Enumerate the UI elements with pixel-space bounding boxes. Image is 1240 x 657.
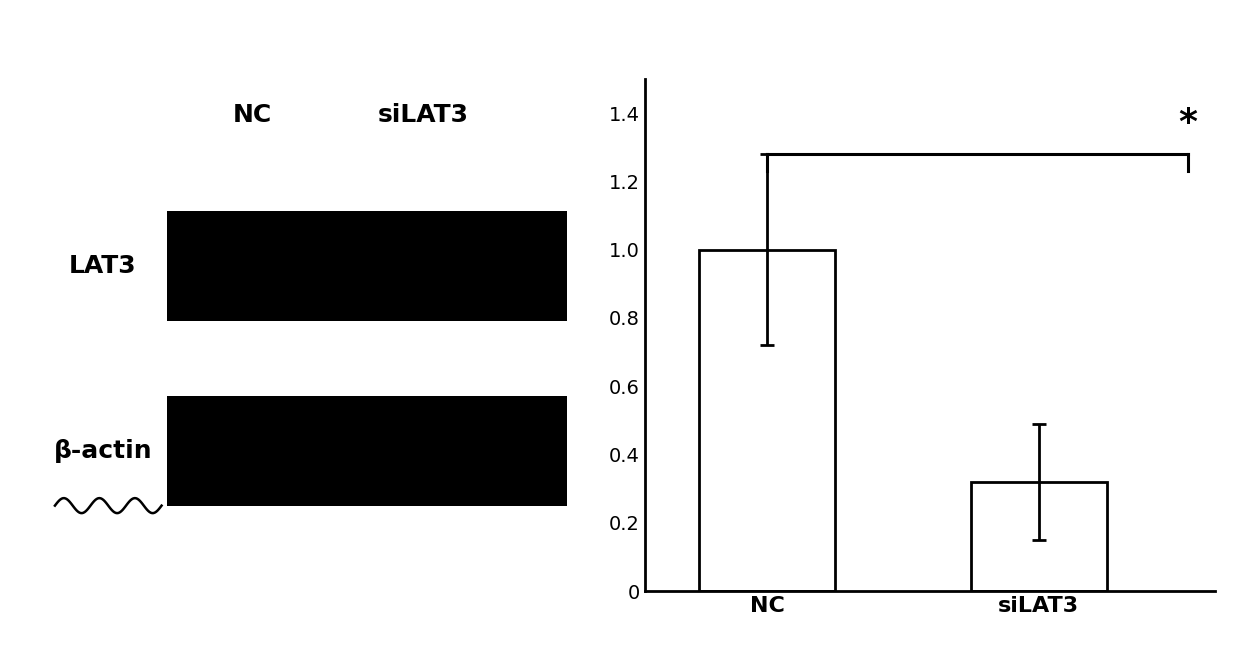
Text: LAT3: LAT3 [69, 254, 136, 278]
Text: *: * [1178, 106, 1198, 141]
Bar [971, 482, 1106, 591]
Bar [699, 250, 835, 591]
Text: NC: NC [233, 103, 272, 127]
Text: β-actin: β-actin [53, 439, 153, 463]
Bar [167, 211, 567, 321]
Text: siLAT3: siLAT3 [377, 103, 469, 127]
Bar [167, 396, 567, 506]
